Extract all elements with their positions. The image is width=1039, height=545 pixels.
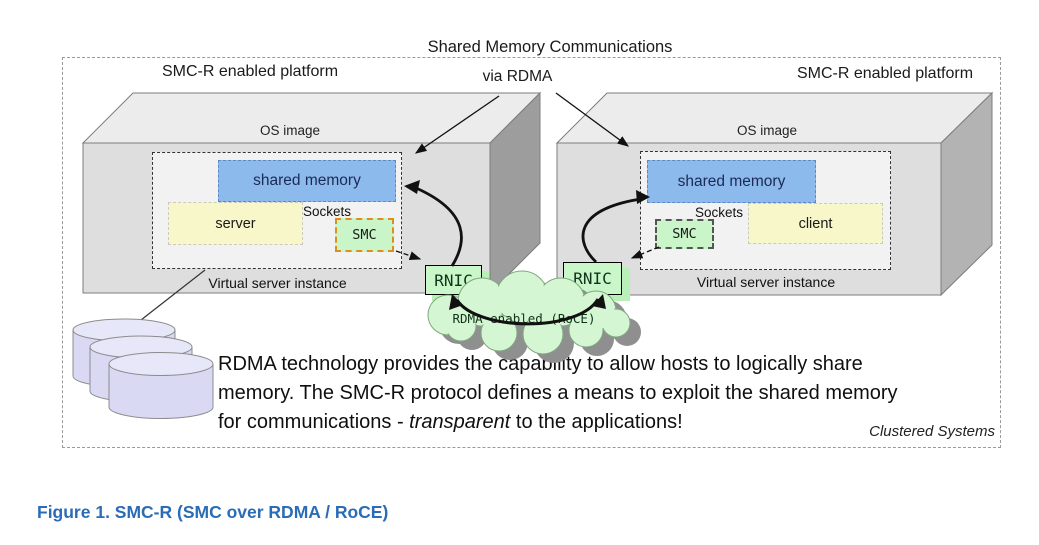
- diagram-subtitle: via RDMA: [482, 68, 553, 85]
- server-label: server: [215, 215, 256, 232]
- left-smc-box: SMC: [335, 218, 394, 252]
- server-box: server: [168, 202, 303, 245]
- left-shared-memory-label: shared memory: [253, 172, 361, 189]
- left-rnic-label: RNIC: [434, 270, 473, 290]
- left-virtual-server-label: Virtual server instance: [208, 275, 347, 291]
- note-line-3-post: to the applications!: [510, 411, 683, 433]
- left-smc-label: SMC: [352, 227, 377, 243]
- client-label: client: [798, 215, 833, 232]
- right-virtual-server-label: Virtual server instance: [696, 274, 836, 290]
- right-shared-memory-box: shared memory: [647, 160, 816, 203]
- right-os-image-label: OS image: [736, 123, 798, 138]
- note-line-3-emphasis: transparent: [409, 411, 511, 433]
- right-platform-label: SMC-R enabled platform: [796, 65, 974, 82]
- right-rnic-label: RNIC: [573, 269, 612, 288]
- diagram-border: [62, 57, 1001, 448]
- note-line-3: for communications - transparent to the …: [218, 408, 1008, 437]
- left-sockets-label: Sockets: [303, 204, 352, 219]
- right-sockets-label: Sockets: [695, 205, 744, 220]
- right-rnic-box: RNIC: [563, 262, 622, 295]
- right-smc-box: SMC: [655, 219, 714, 249]
- note-line-3-pre: for communications -: [218, 411, 410, 433]
- left-platform-label: SMC-R enabled platform: [161, 63, 339, 80]
- note-line-1: RDMA technology provides the capability …: [218, 353, 863, 375]
- right-smc-label: SMC: [672, 226, 697, 242]
- note-line-2: memory. The SMC-R protocol defines a mea…: [218, 382, 898, 404]
- diagram-title: Shared Memory Communications: [427, 38, 673, 56]
- right-shared-memory-label: shared memory: [677, 172, 786, 190]
- left-os-image-label: OS image: [259, 123, 321, 138]
- left-rnic-box: RNIC: [425, 265, 482, 295]
- attribution-text: Clustered Systems: [869, 423, 995, 440]
- figure-caption: Figure 1. SMC-R (SMC over RDMA / RoCE): [37, 502, 389, 522]
- note-text: RDMA technology provides the capability …: [218, 350, 1008, 437]
- left-shared-memory-box: shared memory: [218, 160, 396, 202]
- client-box: client: [748, 203, 883, 244]
